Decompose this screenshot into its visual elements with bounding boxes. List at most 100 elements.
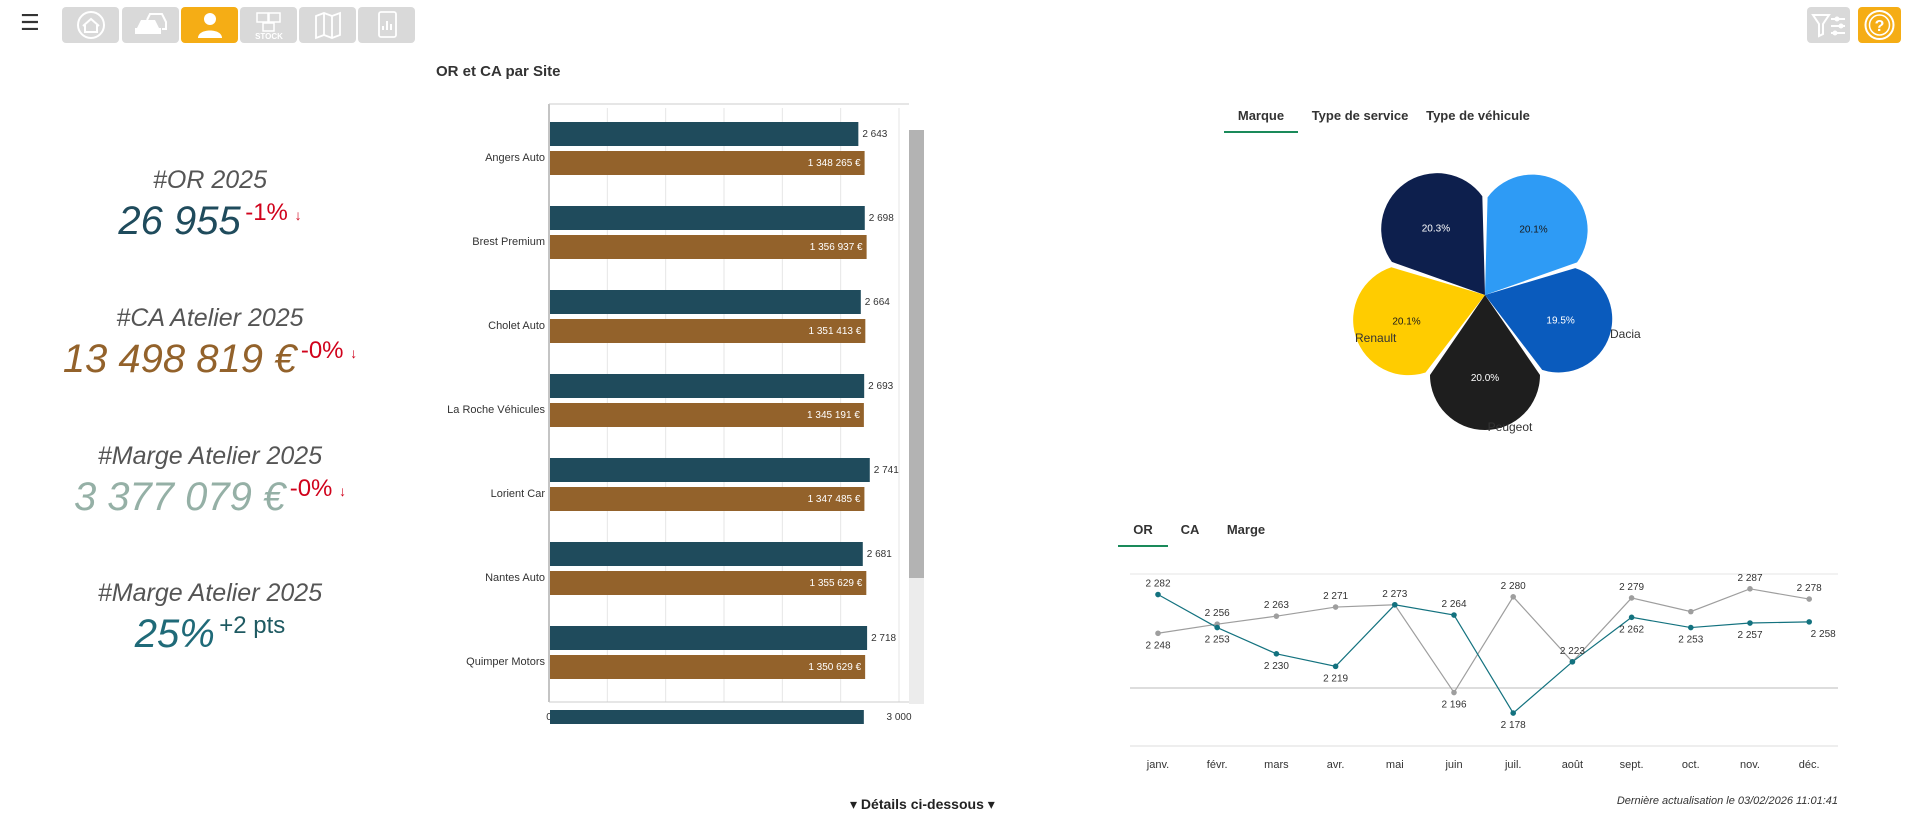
kpi-variation: -0% ↓: [289, 475, 347, 502]
series-point: [1451, 612, 1457, 618]
help-icon: ?: [1864, 10, 1895, 40]
tab-marque[interactable]: Marque: [1224, 108, 1298, 133]
series-point: [1510, 710, 1516, 716]
pie-slice-value: 20.0%: [1471, 373, 1499, 384]
kpi-value-row: 3 377 079 € -0% ↓: [30, 475, 390, 520]
series-point: [1451, 689, 1457, 696]
report-icon: [377, 11, 397, 38]
help-button[interactable]: ?: [1858, 7, 1901, 43]
nav-stock-button[interactable]: STOCK: [240, 7, 297, 43]
caret-down-icon: ▾: [987, 796, 995, 812]
series-point: [1214, 624, 1220, 631]
x-top-tick-label: 1 000 000 €: [756, 100, 809, 103]
data-label: 2 248: [1145, 640, 1170, 651]
kpi-variation: +2 pts: [219, 612, 286, 639]
series-point: [1155, 591, 1161, 598]
y-category-label: Brest Premium: [472, 236, 545, 248]
bar-or: [550, 374, 865, 398]
tab-type-de-service[interactable]: Type de service: [1311, 108, 1409, 123]
x-top-tick-label: 400 000 €: [620, 100, 665, 103]
kpi-value: 25%: [134, 612, 215, 656]
details-label: Détails ci-dessous: [860, 796, 984, 812]
data-label: 2 253: [1205, 635, 1230, 646]
data-label: 2 262: [1619, 624, 1644, 635]
kpi-value: 13 498 819 €: [62, 337, 297, 381]
bar-or: [550, 206, 865, 230]
arrow-down-icon: ↓: [294, 207, 302, 223]
data-label: 2 223: [1560, 646, 1585, 657]
bar-ca: [550, 487, 865, 511]
x-tick-label: 0: [546, 712, 552, 723]
last-refresh-text: Dernière actualisation le 03/02/2026 11:…: [1616, 795, 1838, 807]
x-tick-label: juin: [1444, 759, 1462, 771]
pie-slice: [1485, 268, 1613, 373]
svg-text:STOCK: STOCK: [255, 32, 283, 40]
bar-ca: [550, 403, 864, 427]
nav-home-button[interactable]: [62, 7, 119, 43]
data-label: 2 219: [1323, 673, 1348, 684]
kpi-variation: -1% ↓: [245, 199, 302, 226]
data-label: 2 263: [1264, 600, 1289, 611]
data-label: 2 178: [1501, 720, 1526, 731]
data-label: 2 253: [1678, 635, 1703, 646]
bar-or-label: 2 664: [865, 297, 890, 308]
kpi-title: #OR 2025: [153, 166, 267, 194]
pie-slice-value: 19.5%: [1546, 316, 1574, 327]
data-label: 2 258: [1811, 629, 1836, 640]
data-label: 2 273: [1382, 589, 1407, 600]
bar-or-label: 2 681: [867, 549, 892, 560]
bar-ca: [550, 235, 867, 259]
x-tick-label: janv.: [1146, 759, 1169, 771]
kpi-value: 3 377 079 €: [73, 475, 286, 519]
tab-ca[interactable]: CA: [1180, 522, 1200, 537]
bar-or: [550, 626, 868, 650]
filters-button[interactable]: [1807, 7, 1850, 43]
scrollbar-thumb: [909, 130, 924, 578]
data-label: 2 196: [1441, 700, 1466, 711]
details-toggle[interactable]: ▾ Détails ci-dessous ▾: [850, 796, 995, 813]
series-point: [1747, 620, 1753, 626]
tab-or[interactable]: OR: [1118, 522, 1168, 547]
x-top-tick-label: 200 000 €: [573, 100, 618, 103]
hamburger-menu-icon[interactable]: ☰: [20, 10, 40, 35]
tab-type-de-vehicule[interactable]: Type de véhicule: [1426, 108, 1530, 123]
bar-or-label: 2 643: [862, 129, 887, 140]
bar-or-label: 2 718: [871, 633, 896, 644]
x-tick-label: mars: [1264, 759, 1289, 771]
nav-map-button[interactable]: [299, 7, 356, 43]
bar-ca-label: 1 351 413 €: [809, 326, 862, 337]
bar-ca-label: 1 350 629 €: [808, 662, 861, 673]
stock-icon: STOCK: [255, 12, 283, 40]
bar-ca-label: 1 347 485 €: [808, 494, 861, 505]
y-category-label: Nantes Auto: [485, 572, 545, 584]
kpi-value-row: 26 955 -1% ↓: [30, 199, 390, 244]
cars-icon: [134, 13, 167, 34]
tab-marge[interactable]: Marge: [1226, 522, 1266, 537]
nav-report-button[interactable]: [358, 7, 415, 43]
data-label: 2 279: [1619, 582, 1644, 593]
data-label: 2 264: [1441, 599, 1466, 610]
bar-ca-label: 1 355 629 €: [809, 578, 862, 589]
x-top-tick-label: 0 €: [546, 100, 560, 103]
bar-or-label: 2 741: [874, 465, 899, 476]
pie-slice-label: Renault: [1355, 331, 1397, 345]
kpi-title: #CA Atelier 2025: [116, 304, 304, 332]
nav-vehicles-button[interactable]: [122, 7, 179, 43]
series-point: [1392, 601, 1398, 608]
series-point: [1510, 594, 1516, 600]
bar-ca: [550, 151, 865, 175]
map-icon: [314, 11, 341, 40]
x-top-tick-label: 600 000 €: [667, 100, 712, 103]
data-label: 2 271: [1323, 591, 1348, 602]
bar-chart-title: OR et CA par Site: [436, 63, 561, 80]
nav-workshop-button[interactable]: [181, 7, 238, 43]
pie-slice-value: 20.3%: [1422, 223, 1450, 234]
bar-or: [550, 290, 861, 314]
kpi-value-row: 25% +2 pts: [30, 612, 390, 657]
series-point: [1628, 595, 1635, 601]
bar-or: [550, 122, 859, 146]
filter-settings-icon: [1811, 14, 1845, 38]
bar-or-label: 2 698: [869, 213, 894, 224]
bar-chart: 05001 0001 5002 0002 5003 0000 €200 000 …: [447, 100, 924, 724]
data-label: 2 280: [1501, 581, 1526, 592]
